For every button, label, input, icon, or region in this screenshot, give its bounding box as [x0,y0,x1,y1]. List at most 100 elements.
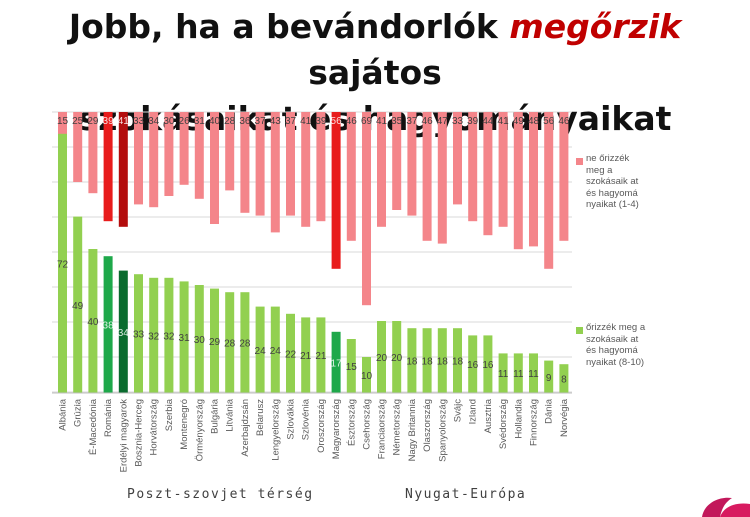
bar-negative-e-macedonia [88,112,98,194]
data-label-positive-bulgaria: 29 [209,337,221,348]
category-label-esztorszag: Észtország [346,399,357,446]
data-label-positive-szerbia: 32 [163,331,175,342]
bar-positive-bulgaria [210,288,219,393]
bar-negative-svajc [453,112,462,205]
data-label-negative-litvania: 28 [224,116,236,127]
category-label-dania: Dánia [544,398,555,424]
category-label-azerbajdzsan: Azerbajdzsán [240,399,251,457]
bar-negative-gruzia [73,112,83,182]
bar-positive-esztorszag [346,339,356,393]
data-label-positive-gruzia: 49 [72,301,84,312]
data-label-positive-oroszorszag: 21 [315,351,327,362]
bar-negative-szerbia [164,112,174,196]
bar-negative-romania [103,112,113,222]
data-label-positive-lengyelorszag: 24 [270,346,282,357]
data-label-positive-svajc: 18 [452,357,464,368]
data-label-positive-romania: 38 [103,321,115,332]
bar-negative-dania [544,112,554,269]
category-label-spanyolorszag: Spanyolország [437,399,448,462]
data-label-positive-montenegro: 31 [179,333,191,344]
data-label-positive-ausztria: 16 [482,360,494,371]
data-label-negative-montenegro: 26 [179,116,191,127]
data-label-positive-spanyolorszag: 18 [437,357,449,368]
data-label-negative-dania: 56 [543,116,555,127]
category-label-belarusz: Belarusz [255,399,266,436]
category-label-litvania: Litvánia [225,398,236,431]
bar-positive-svedorszag [498,353,508,393]
bar-positive-azerbajdzsan [240,292,250,393]
category-label-finnorszag: Finnország [529,399,540,446]
category-label-norvegia: Norvégia [559,398,570,437]
data-label-positive-szlovenia: 21 [300,351,312,362]
category-label-nemetorszag: Németország [392,399,403,456]
bar-negative-franciaorszag [377,112,386,227]
data-label-positive-olaszorszag: 18 [422,357,434,368]
category-label-romania: Románia [103,398,114,437]
data-label-negative-erdelyi-magyarok: 41 [118,116,130,127]
category-label-ormenyorszag: Örményország [194,399,205,461]
data-label-negative-hollandia: 49 [513,116,525,127]
category-label-izland: Izland [468,399,479,424]
data-label-positive-finnorszag: 11 [528,369,539,380]
category-label-oroszorszag: Oroszország [316,399,327,453]
data-label-negative-svajc: 33 [452,116,464,127]
bar-positive-magyarorszag [331,331,341,393]
bar-positive-oroszorszag [316,317,326,393]
category-label-gruzia: Grúzia [73,398,84,427]
data-label-positive-dania: 9 [546,373,552,384]
bar-negative-erdelyi-magyarok [118,112,128,227]
title-text-part1: Jobb, ha a bevándorlók [68,7,510,46]
bar-positive-svajc [453,328,462,393]
bar-positive-erdelyi-magyarok [118,270,128,393]
bar-negative-finnorszag [529,112,538,247]
bar-positive-nagy-britannia [407,328,417,393]
data-label-positive-nemetorszag: 20 [391,353,403,364]
data-label-negative-ormenyorszag: 31 [194,116,206,127]
bar-negative-nagy-britannia [407,112,417,216]
title-highlight: megőrzik [509,7,682,46]
data-label-positive-csehorszag: 10 [361,371,373,382]
data-label-negative-albania: 15 [57,116,69,127]
data-label-positive-erdelyi-magyarok: 34 [118,328,130,339]
category-label-magyarorszag: Magyarország [331,399,342,459]
data-label-positive-szlovakia: 22 [285,349,297,360]
data-label-positive-azerbajdzsan: 28 [239,339,251,350]
data-label-negative-svedorszag: 41 [498,116,510,127]
bar-negative-bosznia-herceg [134,112,143,205]
category-label-hollandia: Hollandia [513,398,524,438]
data-label-positive-nagy-britannia: 18 [406,357,418,368]
bar-positive-lengyelorszag [270,306,280,393]
data-label-positive-litvania: 28 [224,339,236,350]
data-label-negative-szerbia: 30 [163,116,175,127]
bar-negative-montenegro [179,112,189,185]
data-label-positive-horvatorszag: 32 [148,331,160,342]
bar-positive-litvania [225,292,235,393]
bar-negative-szlovakia [286,112,295,216]
bar-negative-oroszorszag [316,112,326,222]
category-label-horvatorszag: Horvátország [149,399,160,456]
bar-positive-e-macedonia [88,249,98,393]
bar-positive-romania [103,256,113,393]
data-label-negative-franciaorszag: 41 [376,116,388,127]
category-label-szlovenia: Szlovénia [301,398,312,440]
data-label-negative-horvatorszag: 34 [148,116,160,127]
data-label-negative-romania: 39 [103,116,115,127]
legend-swatch-negative [576,158,583,165]
bar-positive-izland [468,335,478,393]
data-label-positive-belarusz: 24 [255,346,267,357]
bar-positive-horvatorszag [149,277,159,393]
logo-icon [702,497,750,517]
chart-title: Jobb, ha a bevándorlók megőrzik sajátos … [0,4,750,142]
bar-negative-magyarorszag [331,112,341,269]
bar-positive-olaszorszag [422,328,432,393]
data-label-positive-e-macedonia: 40 [87,317,99,328]
bar-negative-csehorszag [362,112,371,306]
legend-label-positive: őrizzék meg a szokásaik at és hagyomá ny… [586,322,646,368]
data-label-negative-magyarorszag: 56 [331,116,343,127]
bar-negative-azerbajdzsan [240,112,250,213]
region-label-left: Poszt-szovjet térség [127,487,314,502]
bar-negative-hollandia [513,112,523,250]
category-label-bulgaria: Bulgária [210,398,221,434]
category-label-nagy-britannia: Nagy Britannia [407,398,418,461]
